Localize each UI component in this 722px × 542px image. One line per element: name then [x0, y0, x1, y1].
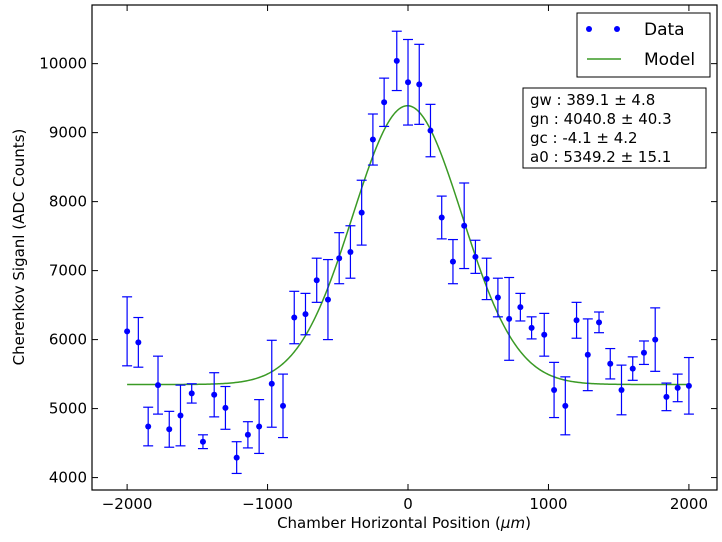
fit-parameters-box: gw : 389.1 ± 4.8 gn : 4040.8 ± 40.3 gc :… [522, 87, 707, 169]
data-point [416, 81, 423, 88]
fit-parameters-frame [522, 87, 707, 169]
y-tick-label: 8000 [49, 193, 87, 211]
data-point [268, 380, 275, 387]
data-point [244, 431, 251, 438]
data-point [427, 127, 434, 134]
data-point [135, 339, 142, 346]
data-point [685, 382, 692, 389]
data-point [528, 324, 535, 331]
data-point [541, 331, 548, 338]
data-point [640, 349, 647, 356]
data-point [517, 304, 524, 311]
data-point [188, 390, 195, 397]
data-point [347, 248, 354, 255]
data-point [618, 386, 625, 393]
data-point [155, 382, 162, 389]
data-point [381, 99, 388, 106]
legend-box [576, 12, 711, 78]
data-point [393, 57, 400, 64]
data-point [124, 328, 131, 335]
data-point [584, 351, 591, 358]
x-tick-label: −2000 [102, 495, 153, 513]
y-tick-label: 5000 [49, 400, 87, 418]
x-axis: −2000 −1000 0 1000 2000 [102, 5, 708, 513]
data-layer [122, 30, 694, 475]
x-tick-label: 0 [403, 495, 413, 513]
x-tick-label: −1000 [242, 495, 293, 513]
data-point [629, 365, 636, 372]
x-tick-label: 2000 [670, 495, 708, 513]
data-point [573, 317, 580, 324]
data-point [145, 423, 152, 430]
y-tick-label: 7000 [49, 262, 87, 280]
data-point [302, 311, 309, 318]
data-point [438, 214, 445, 221]
x-axis-label: Chamber Horizontal Position (μm) [277, 514, 531, 532]
data-point [369, 136, 376, 143]
data-point [313, 277, 320, 284]
legend-data-label: Data [644, 20, 685, 40]
y-tick-label: 10000 [39, 55, 87, 73]
data-point [652, 336, 659, 343]
y-axis-label: Cherenkov Siganl (ADC Counts) [10, 129, 28, 366]
data-point [562, 402, 569, 409]
data-point [405, 79, 412, 86]
fit-param-gn: gn : 4040.8 ± 40.3 [530, 110, 672, 128]
data-point [324, 296, 331, 303]
legend-data-marker [586, 26, 592, 32]
plot-frame [91, 4, 718, 491]
data-point [551, 386, 558, 393]
data-point [280, 402, 287, 409]
legend-model-label: Model [644, 50, 695, 70]
data-point [358, 209, 365, 216]
data-point [483, 275, 490, 282]
x-tick-label: 1000 [529, 495, 567, 513]
plot-area [91, 4, 718, 491]
data-point [596, 319, 603, 326]
data-point [494, 294, 501, 301]
data-point [222, 404, 229, 411]
data-point [674, 384, 681, 391]
data-point [449, 258, 456, 265]
data-point [506, 315, 513, 322]
data-point [607, 360, 614, 367]
y-tick-label: 9000 [49, 124, 87, 142]
fit-param-gw: gw : 389.1 ± 4.8 [530, 91, 655, 109]
y-tick-label: 4000 [49, 469, 87, 487]
data-point [461, 222, 468, 229]
data-point [177, 412, 184, 419]
data-point [256, 423, 263, 430]
legend-data-marker [614, 26, 620, 32]
data-point [233, 454, 240, 461]
data-point [663, 393, 670, 400]
data-point [199, 438, 206, 445]
data-point [472, 253, 479, 260]
data-point [291, 314, 298, 321]
y-tick-label: 6000 [49, 331, 87, 349]
data-point [336, 255, 343, 262]
data-point [166, 426, 173, 433]
legend: Data Model [576, 12, 711, 78]
y-axis: 4000 5000 6000 7000 8000 9000 10000 [39, 55, 717, 487]
data-point [211, 391, 218, 398]
fit-param-gc: gc : -4.1 ± 4.2 [530, 129, 638, 147]
fit-param-a0: a0 : 5349.2 ± 15.1 [530, 148, 671, 166]
